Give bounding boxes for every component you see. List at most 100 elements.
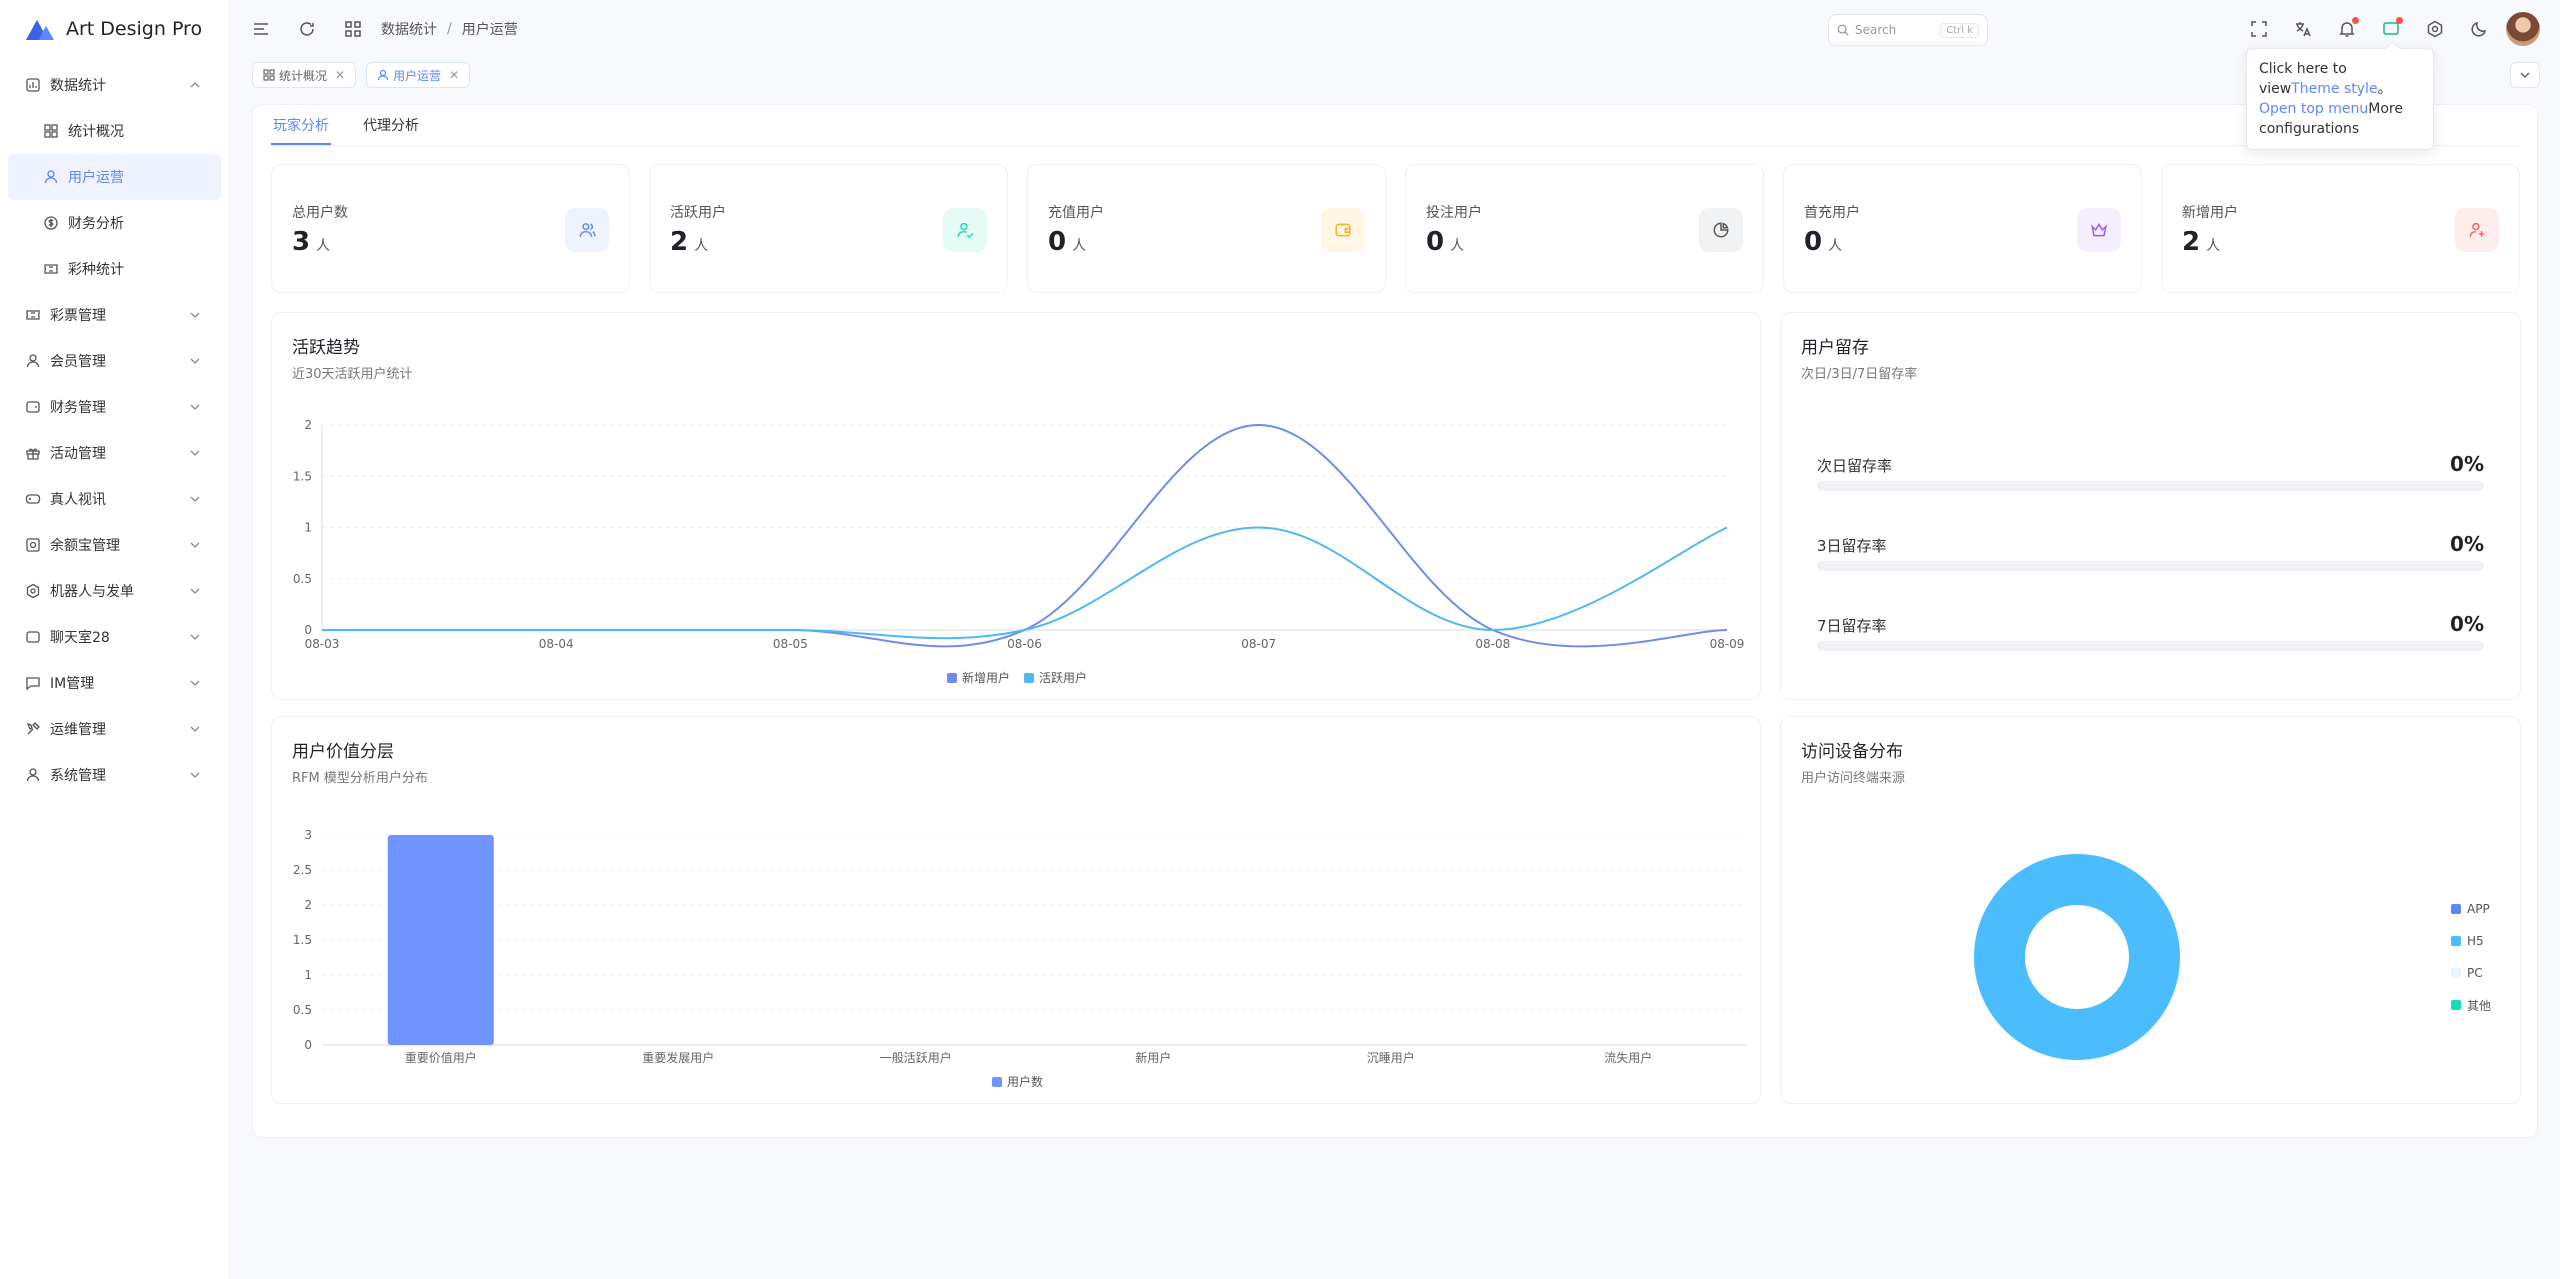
x-tick-label: 08-06 — [1007, 637, 1042, 651]
retention-card: 用户留存 次日/3日/7日留存率 次日留存率 0% 3日留存率 0% 7日留存率 0% — [1780, 312, 2521, 700]
donut-slice — [1974, 854, 2180, 1060]
device-donut-chart — [1974, 854, 2180, 1060]
sidebar-item-11[interactable]: 机器人与发单 — [8, 568, 221, 614]
y-tick-label: 0.5 — [293, 572, 312, 586]
tooltip-link-top-menu[interactable]: Open top menu — [2259, 101, 2369, 117]
sidebar-item-4[interactable]: 彩种统计 — [8, 246, 221, 292]
sidebar-item-label: 彩票管理 — [50, 308, 106, 324]
page-tabs: 玩家分析 代理分析 — [271, 105, 451, 145]
chat-badge — [2396, 17, 2403, 24]
tab-player-analysis[interactable]: 玩家分析 — [271, 105, 331, 145]
legend-item[interactable]: APP — [2451, 893, 2491, 925]
translate-icon[interactable] — [2293, 19, 2313, 39]
gear-icon[interactable] — [2425, 19, 2445, 39]
legend-swatch — [1024, 672, 1035, 683]
sidebar-item-10[interactable]: 余额宝管理 — [8, 522, 221, 568]
legend-item[interactable]: PC — [2451, 957, 2491, 989]
legend-item[interactable]: 新增用户 — [947, 669, 1010, 686]
tabs-divider — [271, 145, 2519, 146]
ticket-icon — [42, 260, 60, 278]
card-title: 访问设备分布 — [1801, 742, 1903, 762]
chart-icon — [24, 76, 42, 94]
y-tick-label: 1 — [304, 968, 312, 982]
brand[interactable]: Art Design Pro — [0, 0, 229, 58]
sidebar-item-label: 统计概况 — [68, 124, 124, 140]
legend-item[interactable]: 用户数 — [992, 1073, 1043, 1090]
moon-icon[interactable] — [2469, 19, 2489, 39]
menu-toggle-icon[interactable] — [251, 19, 271, 39]
grid-icon[interactable] — [343, 19, 363, 39]
sidebar-item-label: IM管理 — [50, 676, 95, 692]
sidebar-item-label: 系统管理 — [50, 768, 106, 784]
device-card: 访问设备分布 用户访问终端来源 APP H5 PC 其他 — [1780, 716, 2521, 1104]
x-tick-label: 一般活跃用户 — [880, 1050, 952, 1065]
sidebar-item-5[interactable]: 彩票管理 — [8, 292, 221, 338]
stat-unit: 人 — [1450, 238, 1465, 254]
tools-icon — [24, 720, 42, 738]
search-placeholder: Search — [1855, 23, 1897, 37]
sidebar-item-14[interactable]: 运维管理 — [8, 706, 221, 752]
tooltip-text: 。 — [2377, 81, 2392, 97]
fullscreen-icon[interactable] — [2249, 19, 2269, 39]
chevron-down-icon — [190, 358, 200, 364]
tab-overview[interactable]: 统计概况 ✕ — [252, 62, 357, 88]
chevron-down-icon — [190, 588, 200, 594]
notification-badge — [2352, 17, 2359, 24]
users-icon — [565, 208, 609, 252]
breadcrumb-item[interactable]: 数据统计 — [381, 22, 437, 38]
legend-item[interactable]: H5 — [2451, 925, 2491, 957]
tab-agent-analysis[interactable]: 代理分析 — [363, 118, 419, 134]
stat-card: 充值用户 0 人 — [1027, 164, 1386, 293]
sidebar-item-6[interactable]: 会员管理 — [8, 338, 221, 384]
close-icon[interactable]: ✕ — [335, 68, 346, 82]
dashboard-icon — [42, 122, 60, 140]
chevron-down-icon — [190, 680, 200, 686]
app-title: Art Design Pro — [66, 18, 203, 40]
x-tick-label: 重要价值用户 — [405, 1050, 477, 1065]
sidebar-item-8[interactable]: 活动管理 — [8, 430, 221, 476]
sidebar-item-12[interactable]: 聊天室28 — [8, 614, 221, 660]
ticket-icon — [24, 306, 42, 324]
y-tick-label: 0 — [304, 1038, 312, 1052]
close-icon[interactable]: ✕ — [449, 68, 460, 82]
tabs-dropdown[interactable] — [2510, 62, 2540, 88]
refresh-icon[interactable] — [297, 19, 317, 39]
sidebar-item-0[interactable]: 数据统计 — [8, 62, 221, 108]
legend-item[interactable]: 活跃用户 — [1024, 669, 1087, 686]
wallet-icon — [1321, 208, 1365, 252]
bell-icon[interactable] — [2337, 17, 2359, 39]
sidebar-item-13[interactable]: IM管理 — [8, 660, 221, 706]
sidebar-item-7[interactable]: 财务管理 — [8, 384, 221, 430]
stat-number: 2 — [670, 227, 689, 257]
device-legend: APP H5 PC 其他 — [2451, 893, 2491, 1021]
x-tick-label: 沉睡用户 — [1367, 1050, 1415, 1065]
sidebar-item-label: 真人视讯 — [50, 492, 106, 508]
chat-icon[interactable] — [2381, 17, 2403, 39]
chevron-down-icon — [190, 404, 200, 410]
stat-label: 新增用户 — [2182, 205, 2238, 221]
tab-user-ops[interactable]: 用户运营 ✕ — [366, 62, 471, 88]
sidebar-item-9[interactable]: 真人视讯 — [8, 476, 221, 522]
chevron-down-icon — [190, 312, 200, 318]
card-subtitle: 近30天活跃用户统计 — [292, 367, 413, 382]
card-title: 活跃趋势 — [292, 338, 360, 358]
retention-row: 7日留存率 0% — [1817, 612, 2484, 665]
sidebar-item-15[interactable]: 系统管理 — [8, 752, 221, 798]
tooltip-link-theme[interactable]: Theme style — [2291, 81, 2378, 97]
sidebar-item-2[interactable]: 用户运营 — [8, 154, 221, 200]
search-input[interactable]: Search Ctrl k — [1828, 14, 1988, 46]
series-line-1 — [322, 526, 1728, 640]
open-tabs-strip: 统计概况 ✕ 用户运营 ✕ — [252, 62, 2540, 88]
sidebar-item-1[interactable]: 统计概况 — [8, 108, 221, 154]
y-tick-label: 1.5 — [293, 933, 312, 947]
sidebar-item-label: 运维管理 — [50, 722, 106, 738]
tab-label: 用户运营 — [393, 68, 442, 83]
avatar[interactable] — [2506, 12, 2540, 46]
stat-card: 新增用户 2 人 — [2161, 164, 2520, 293]
stat-label: 投注用户 — [1426, 205, 1482, 221]
retention-value: 0% — [2450, 452, 2484, 476]
sidebar-item-3[interactable]: 财务分析 — [8, 200, 221, 246]
legend-item[interactable]: 其他 — [2451, 989, 2491, 1021]
